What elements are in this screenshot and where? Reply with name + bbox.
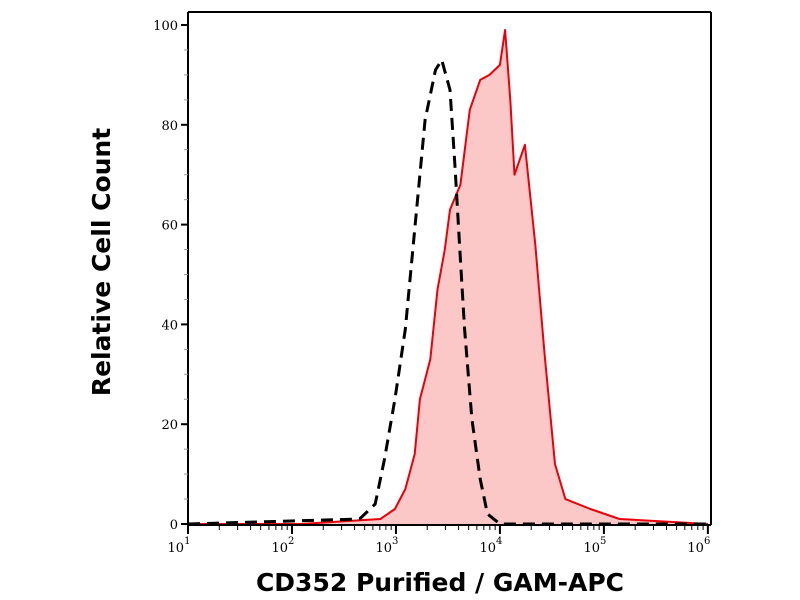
series-line-0 (188, 29, 708, 525)
x-tick-label: 102 (272, 536, 295, 556)
x-tick-exponent: 5 (600, 536, 606, 547)
x-tick-label: 105 (583, 536, 606, 556)
y-tick-label: 40 (161, 318, 178, 333)
x-tick-exponent: 2 (288, 536, 294, 547)
y-tick-label: 80 (161, 119, 178, 134)
x-tick-base: 10 (168, 541, 185, 556)
x-tick-base: 10 (375, 541, 392, 556)
y-tick-label: 20 (161, 418, 178, 433)
x-tick-label: 101 (168, 536, 191, 556)
y-axis-title: Relative Cell Count (87, 128, 116, 396)
x-tick-exponent: 4 (496, 536, 502, 547)
x-tick-base: 10 (272, 541, 289, 556)
y-tick-label: 100 (153, 19, 178, 34)
y-tick-label: 60 (161, 219, 178, 234)
x-tick-exponent: 1 (184, 536, 190, 547)
x-tick-base: 10 (479, 541, 496, 556)
x-tick-label: 104 (479, 536, 502, 556)
x-tick-label: 106 (687, 536, 710, 556)
x-tick-base: 10 (583, 541, 600, 556)
x-tick-base: 10 (687, 541, 704, 556)
series-line-1 (187, 58, 708, 526)
series-fill-0 (188, 30, 708, 524)
x-tick-label: 103 (375, 536, 398, 556)
x-axis-title: CD352 Purified / GAM-APC (256, 568, 624, 597)
y-tick-label: 0 (170, 518, 178, 533)
x-tick-exponent: 6 (704, 536, 710, 547)
x-tick-exponent: 3 (392, 536, 398, 547)
